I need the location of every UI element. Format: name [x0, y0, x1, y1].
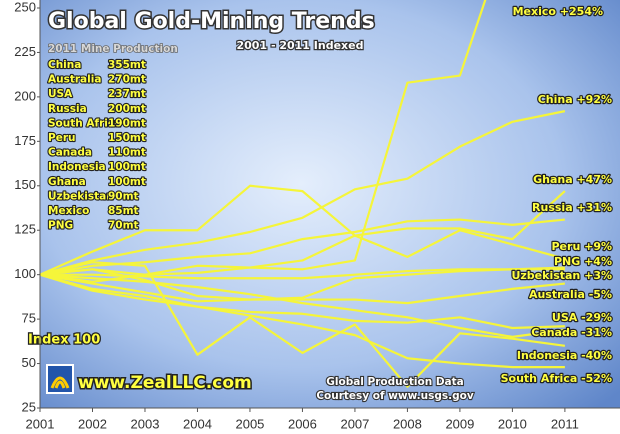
series-annotation: Canada -31% — [531, 326, 612, 339]
series-annotation: South Africa -52% — [501, 372, 612, 385]
x-tick-label: 2005 — [235, 416, 264, 431]
index-annotation: Index 100 — [28, 333, 100, 348]
series-line — [40, 273, 565, 369]
series-annotation: Russia +31% — [532, 201, 612, 214]
table-amount: 100mt — [108, 176, 146, 188]
x-tick-label: 2009 — [445, 416, 474, 431]
series-annotation: USA -29% — [552, 311, 612, 324]
x-tick-label: 2007 — [340, 416, 369, 431]
source-line-1: Global Production Data — [326, 376, 463, 388]
table-country: Peru — [48, 132, 75, 144]
table-country: PNG — [48, 220, 73, 232]
table-amount: 200mt — [108, 103, 146, 115]
y-tick-label: 225 — [14, 44, 36, 59]
table-country: South Africa — [48, 117, 121, 129]
table-amount: 100mt — [108, 161, 146, 173]
series-annotation: Uzbekistan +3% — [511, 269, 612, 282]
series-annotation: Peru +9% — [552, 240, 613, 253]
x-tick-label: 2008 — [393, 416, 422, 431]
y-tick-label: 250 — [14, 0, 36, 14]
series-line — [40, 218, 565, 276]
series-line — [40, 190, 566, 276]
table-country: Australia — [48, 74, 101, 86]
logo-mark — [50, 376, 70, 389]
table-country: Uzbekistan — [48, 190, 114, 202]
x-tick-label: 2006 — [288, 416, 317, 431]
x-tick-label: 2001 — [26, 416, 55, 431]
chart-subtitle: 2001 - 2011 Indexed — [237, 39, 364, 52]
table-country: China — [48, 59, 81, 71]
table-country: Indonesia — [48, 161, 106, 173]
series-annotation: Mexico +254% — [513, 5, 603, 18]
table-amount: 70mt — [108, 220, 139, 232]
table-amount: 270mt — [108, 74, 146, 86]
series-line — [40, 273, 565, 330]
table-amount: 355mt — [108, 59, 146, 71]
x-tick-label: 2003 — [131, 416, 160, 431]
y-tick-label: 75 — [22, 311, 36, 326]
series-annotation: Indonesia -40% — [517, 349, 612, 362]
table-country: Russia — [48, 103, 87, 115]
table-amount: 150mt — [108, 132, 146, 144]
logo — [46, 364, 74, 394]
table-country: USA — [48, 88, 73, 100]
series-line — [40, 266, 565, 303]
series-line — [40, 273, 566, 338]
series-line — [40, 110, 566, 276]
table-header: 2011 Mine Production — [48, 43, 178, 55]
table-amount: 85mt — [108, 205, 139, 217]
y-tick-label: 125 — [14, 222, 36, 237]
x-tick-label: 2004 — [183, 416, 212, 431]
website: www.ZealLLC.com — [78, 373, 252, 393]
x-tick-label: 2011 — [551, 416, 579, 431]
table-amount: 190mt — [108, 117, 146, 129]
chart-title: Global Gold-Mining Trends — [48, 9, 375, 34]
table-country: Canada — [48, 147, 92, 159]
series-line — [40, 184, 566, 276]
y-tick-label: 50 — [22, 355, 36, 370]
series-annotation: Ghana +47% — [533, 173, 612, 186]
y-tick-label: 200 — [14, 88, 36, 103]
x-tick-label: 2010 — [498, 416, 527, 431]
source-line-2: Courtesy of www.usgs.gov — [316, 390, 474, 402]
table-country: Ghana — [48, 176, 86, 188]
series-annotation: China +92% — [538, 93, 612, 106]
y-tick-label: 150 — [14, 177, 36, 192]
table-amount: 237mt — [108, 88, 146, 100]
series-line — [40, 261, 566, 388]
table-country: Mexico — [48, 205, 89, 217]
y-tick-label: 25 — [22, 399, 36, 414]
x-tick-label: 2002 — [78, 416, 107, 431]
y-tick-label: 100 — [14, 266, 36, 281]
series-annotation: PNG +4% — [554, 255, 612, 268]
y-tick-label: 175 — [14, 133, 36, 148]
series-annotation: Australia -5% — [529, 288, 612, 301]
series-line — [40, 268, 565, 305]
table-amount: 90mt — [108, 190, 139, 202]
table-amount: 110mt — [108, 147, 146, 159]
